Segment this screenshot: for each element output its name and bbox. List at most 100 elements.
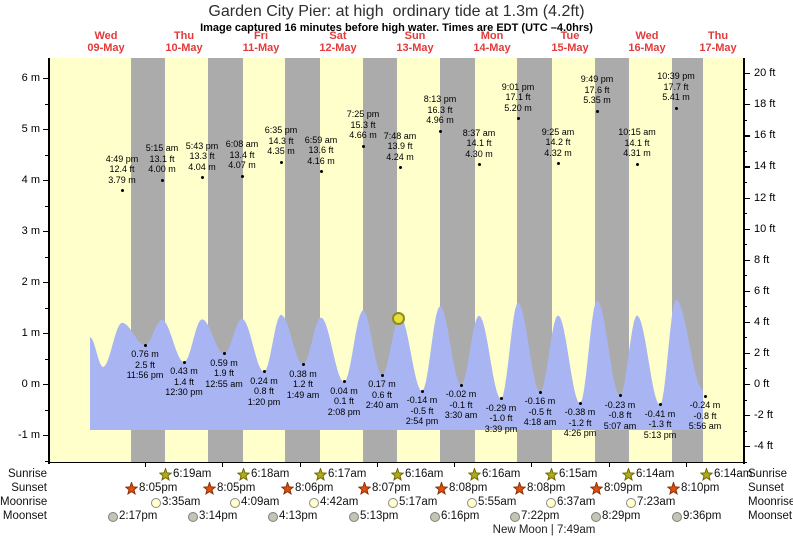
left-axis-tick — [43, 78, 48, 80]
tide-annotation-line: 0.59 m — [210, 357, 238, 368]
tide-annotation-line: 0.43 m — [170, 366, 198, 377]
tide-annotation: -0.14 m -0.5 ft 2:54 pm — [406, 395, 439, 427]
day-label-date: 14-May — [473, 41, 511, 54]
tide-dot — [160, 178, 164, 182]
moonrise-time: 7:23am — [637, 496, 676, 508]
tide-annotation-line: 17.6 ft — [584, 84, 610, 95]
tide-annotation: 8:37 am 14.1 ft 4.30 m — [463, 128, 496, 160]
tide-annotation: 0.24 m 0.8 ft 1:20 pm — [248, 376, 281, 408]
moonset-time: 5:13pm — [360, 510, 399, 522]
right-axis-minor-tick — [744, 150, 747, 152]
tide-annotation-line: 9:49 pm — [580, 74, 614, 85]
sunset-time: 8:07pm — [372, 482, 411, 494]
sunset-entry: 8:10pm — [667, 482, 719, 495]
sunset-star-icon — [435, 482, 448, 495]
tide-dot — [222, 352, 226, 356]
right-axis-tick-label: -4 ft — [754, 440, 773, 453]
moonrise-time: 4:42am — [320, 496, 359, 508]
day-label: Wed 16-May — [628, 30, 665, 54]
tide-annotation: 7:48 am 13.9 ft 4.24 m — [384, 131, 417, 163]
sunrise-star-icon — [700, 468, 713, 481]
tide-annotation-line: -0.5 ft — [528, 406, 552, 417]
tide-annotation-line: 6:35 pm — [264, 125, 298, 136]
tide-annotation: 0.38 m 1.2 ft 1:49 am — [287, 369, 320, 401]
tide-annotation: -0.16 m -0.5 ft 4:18 am — [524, 396, 557, 428]
right-axis-tick — [744, 415, 750, 417]
midnight-tick — [454, 463, 455, 467]
moonset-entry: 2:17pm — [108, 510, 157, 523]
right-axis-minor-tick — [744, 213, 747, 215]
tide-dot — [635, 162, 639, 166]
sunrise-time: 6:14am — [636, 468, 675, 480]
tide-annotation-line: -0.16 m — [524, 396, 556, 407]
sunrise-entry: 6:18am — [237, 468, 289, 481]
left-axis-tick — [43, 435, 48, 437]
left-axis-tick — [43, 384, 48, 386]
right-axis-tick — [744, 259, 750, 261]
sunset-time: 8:05pm — [217, 482, 256, 494]
left-axis-tick — [43, 180, 48, 182]
tide-annotation: -0.24 m -0.8 ft 5:56 am — [689, 400, 722, 432]
tide-dot — [319, 170, 323, 174]
tide-annotation-line: 4.96 m — [426, 115, 454, 126]
midnight-tick — [377, 463, 378, 467]
moonrise-label-left: Moonrise — [0, 496, 48, 508]
tide-annotation-line: -0.24 m — [689, 400, 721, 411]
tide-annotation-line: -0.02 m — [445, 389, 477, 400]
tide-annotation-line: 13.9 ft — [387, 141, 413, 152]
right-axis-tick-label: 14 ft — [754, 160, 776, 173]
day-label: Tue 15-May — [551, 30, 589, 54]
tide-annotation: 7:25 pm 15.3 ft 4.66 m — [347, 109, 380, 141]
moonrise-moon-icon — [309, 497, 319, 508]
almanac-row-moonset: Moonset 2:17pm 3:14pm 4:13pm 5:13pm 6:16pm 7:… — [0, 510, 793, 523]
moonset-moon-icon — [268, 511, 278, 522]
tide-dot — [516, 117, 520, 121]
tide-annotation-line: 2:40 am — [365, 400, 399, 411]
left-axis-tick-label: 2 m — [21, 276, 40, 288]
tide-annotation-line: 4.24 m — [386, 151, 414, 162]
tide-annotation-line: 4.35 m — [267, 146, 295, 157]
tide-annotation: 0.59 m 1.9 ft 12:55 am — [205, 358, 243, 390]
tide-annotation-line: -0.23 m — [604, 399, 636, 410]
sunrise-star-icon — [159, 468, 172, 481]
tide-dot — [279, 160, 283, 164]
tide-annotation-line: 5.20 m — [504, 102, 532, 113]
sunrise-star-icon — [314, 468, 327, 481]
tide-annotation: 6:59 am 13.6 ft 4.16 m — [305, 135, 338, 167]
tide-annotation: -0.29 m -1.0 ft 3:39 pm — [485, 403, 518, 435]
tide-dot — [182, 360, 186, 364]
moonrise-entry: 4:09am — [230, 496, 279, 509]
right-axis-tick-label: 16 ft — [754, 129, 776, 142]
sunrise-entry: 6:16am — [391, 468, 443, 481]
moonset-time: 3:14pm — [199, 510, 238, 522]
right-axis-minor-tick — [744, 306, 747, 308]
page-subtitle: Image captured 16 minutes before high wa… — [200, 22, 593, 34]
tide-dot — [538, 390, 542, 394]
tide-annotation-line: 5:15 am — [145, 143, 179, 153]
tide-annotation-line: 14.1 ft — [624, 137, 650, 148]
sunset-star-icon — [281, 482, 294, 495]
right-axis-minor-tick — [744, 88, 747, 90]
day-label-weekday: Sat — [329, 30, 347, 42]
moonset-moon-icon — [591, 511, 601, 522]
right-axis-tick — [744, 197, 750, 199]
right-axis-tick — [744, 446, 750, 448]
moonrise-moon-icon — [546, 497, 556, 508]
sunset-entry: 8:07pm — [358, 482, 410, 495]
day-label-weekday: Thu — [173, 30, 195, 42]
moonset-entry: 3:14pm — [188, 510, 237, 523]
moonrise-entry: 4:42am — [309, 496, 358, 509]
tide-annotation-line: 12:55 am — [205, 378, 243, 389]
moonrise-moon-icon — [151, 497, 161, 508]
day-label-date: 15-May — [551, 41, 589, 54]
right-axis-minor-tick — [744, 244, 747, 246]
sunset-entry: 8:05pm — [125, 482, 177, 495]
right-axis-minor-tick — [744, 275, 747, 277]
tide-dot — [556, 162, 560, 166]
sunrise-star-icon — [237, 468, 250, 481]
tide-annotation-line: 5:07 am — [603, 420, 637, 431]
right-axis-tick — [744, 290, 750, 292]
moonset-moon-icon — [430, 511, 440, 522]
moonset-moon-icon — [349, 511, 359, 522]
tide-annotation-line: 5:56 am — [688, 421, 722, 432]
